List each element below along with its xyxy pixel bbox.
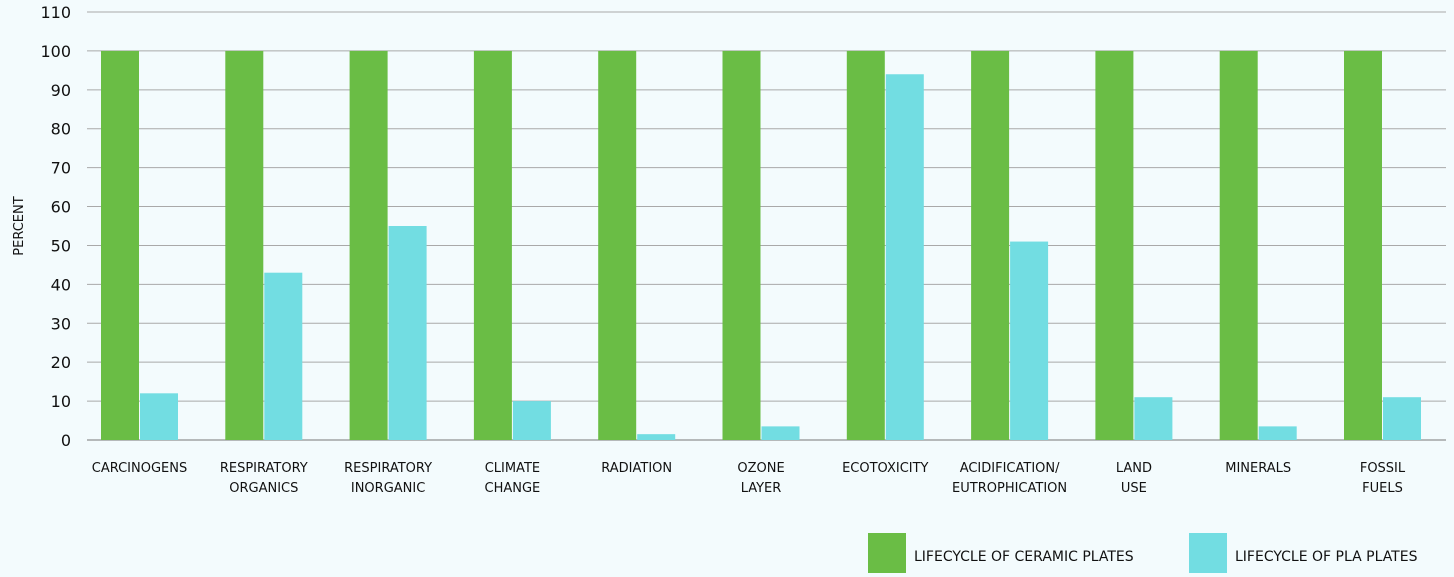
x-tick-label: USE [1121, 481, 1147, 496]
y-tick-label: 70 [51, 159, 71, 178]
x-tick-label: ECOTOXICITY [842, 461, 928, 476]
bar-ceramic [846, 50, 885, 441]
bar-ceramic [101, 50, 139, 441]
bar-ceramic [1219, 50, 1258, 441]
bar-ceramic [598, 50, 637, 441]
y-tick-label: 30 [51, 314, 71, 333]
x-tick-label: FOSSIL [1360, 461, 1406, 476]
bar-pla [264, 272, 303, 440]
x-tick-label: LAND [1116, 461, 1152, 476]
y-tick-label: 20 [51, 353, 71, 372]
bar-ceramic [722, 50, 761, 441]
y-tick-label: 60 [51, 198, 71, 217]
x-tick-label: ORGANICS [229, 481, 298, 496]
bar-ceramic [971, 50, 1010, 441]
x-tick-label: LAYER [741, 481, 782, 496]
x-tick-label: RESPIRATORY [344, 461, 432, 476]
y-tick-label: 90 [51, 81, 71, 100]
x-tick-label: INORGANIC [351, 481, 425, 496]
x-tick-label: ACIDIFICATION/ [960, 461, 1060, 476]
bar-pla [1134, 397, 1173, 440]
bar-pla [1010, 241, 1049, 440]
bar-pla [1383, 397, 1421, 440]
y-tick-label: 100 [40, 42, 71, 61]
legend-label: LIFECYCLE OF PLA PLATES [1235, 549, 1418, 565]
x-tick-label: CHANGE [485, 481, 541, 496]
bar-ceramic [225, 50, 264, 441]
y-tick-label: 80 [51, 120, 71, 139]
bar-ceramic [349, 50, 388, 441]
legend-swatch [868, 533, 906, 573]
x-tick-label: MINERALS [1225, 461, 1291, 476]
bar-pla [1258, 426, 1297, 440]
bar-pla [637, 434, 676, 440]
legend-swatch [1189, 533, 1227, 573]
x-tick-label: RADIATION [601, 461, 672, 476]
y-tick-label: 0 [61, 431, 71, 450]
bar-pla [388, 226, 427, 440]
y-tick-label: 110 [40, 3, 71, 22]
x-tick-label: CLIMATE [485, 461, 540, 476]
bar-ceramic [1095, 50, 1134, 441]
legend-label: LIFECYCLE OF CERAMIC PLATES [914, 549, 1134, 565]
y-axis-label: PERCENT [12, 196, 27, 255]
bar-ceramic [473, 50, 512, 441]
bar-pla [761, 426, 800, 440]
x-tick-label: CARCINOGENS [92, 461, 188, 476]
bar-pla [885, 74, 924, 440]
x-tick-label: FUELS [1362, 481, 1403, 496]
x-tick-label: EUTROPHICATION [952, 481, 1067, 496]
bar-pla [140, 393, 178, 440]
x-tick-label: OZONE [737, 461, 784, 476]
x-tick-label: RESPIRATORY [220, 461, 308, 476]
y-tick-label: 50 [51, 236, 71, 255]
y-tick-label: 10 [51, 392, 71, 411]
y-tick-label: 40 [51, 275, 71, 294]
bar-pla [512, 401, 551, 440]
bar-ceramic [1344, 50, 1382, 441]
